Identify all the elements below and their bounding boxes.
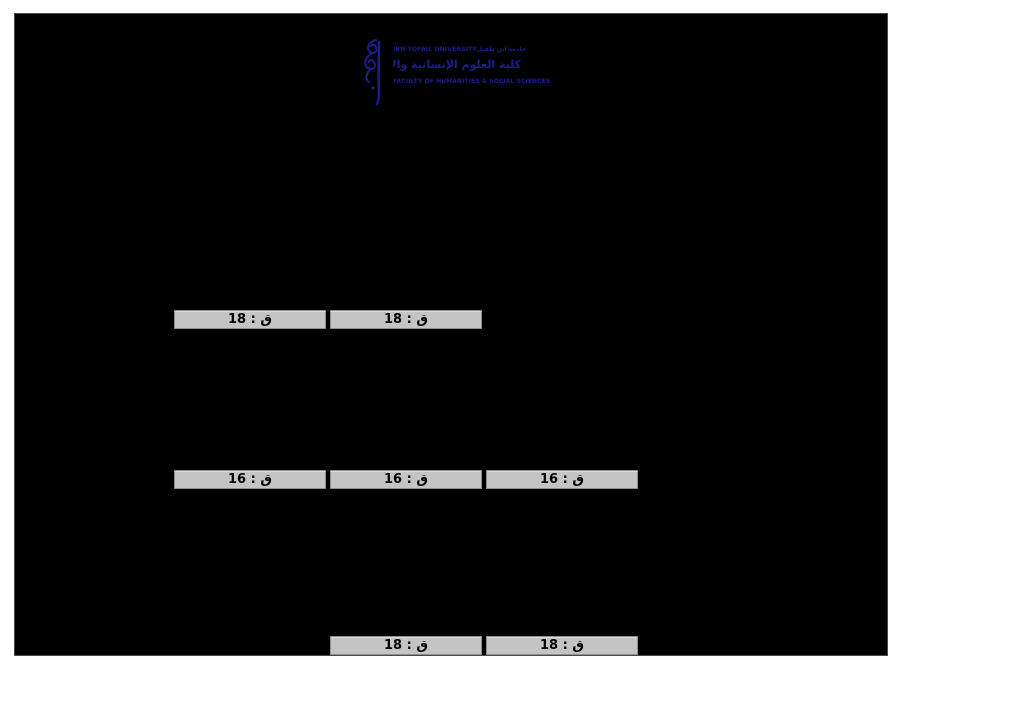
room-cell: ق : 18	[174, 310, 326, 329]
calligraphy-emblem-icon	[364, 39, 381, 106]
university-name-line: IBN TOFAIL UNIVERSITY جامعة ابن طفيل	[393, 46, 526, 54]
room-row-1: ق : 18 ق : 18	[174, 310, 482, 329]
university-logo: IBN TOFAIL UNIVERSITY جامعة ابن طفيل كلي…	[355, 36, 551, 108]
room-cell: ق : 16	[174, 470, 326, 489]
room-row-3: ق : 18 ق : 18	[330, 636, 638, 655]
room-row-2: ق : 16 ق : 16 ق : 16	[174, 470, 638, 489]
room-cell: ق : 18	[486, 636, 638, 655]
faculty-name-ar: كلية العلوم الإنسانية والاجتماعية	[393, 58, 521, 71]
faculty-name-en: FACULTY OF HUMANITIES & SOCIAL SCIENCES	[393, 78, 551, 85]
logo-text-block: IBN TOFAIL UNIVERSITY جامعة ابن طفيل كلي…	[393, 46, 551, 86]
university-name-en: IBN TOFAIL UNIVERSITY	[393, 46, 477, 53]
room-cell: ق : 16	[486, 470, 638, 489]
scanned-page: IBN TOFAIL UNIVERSITY جامعة ابن طفيل كلي…	[14, 13, 888, 656]
room-cell: ق : 18	[330, 310, 482, 329]
room-cell: ق : 18	[330, 636, 482, 655]
room-cell: ق : 16	[330, 470, 482, 489]
university-name-ar: جامعة ابن طفيل	[477, 46, 526, 53]
